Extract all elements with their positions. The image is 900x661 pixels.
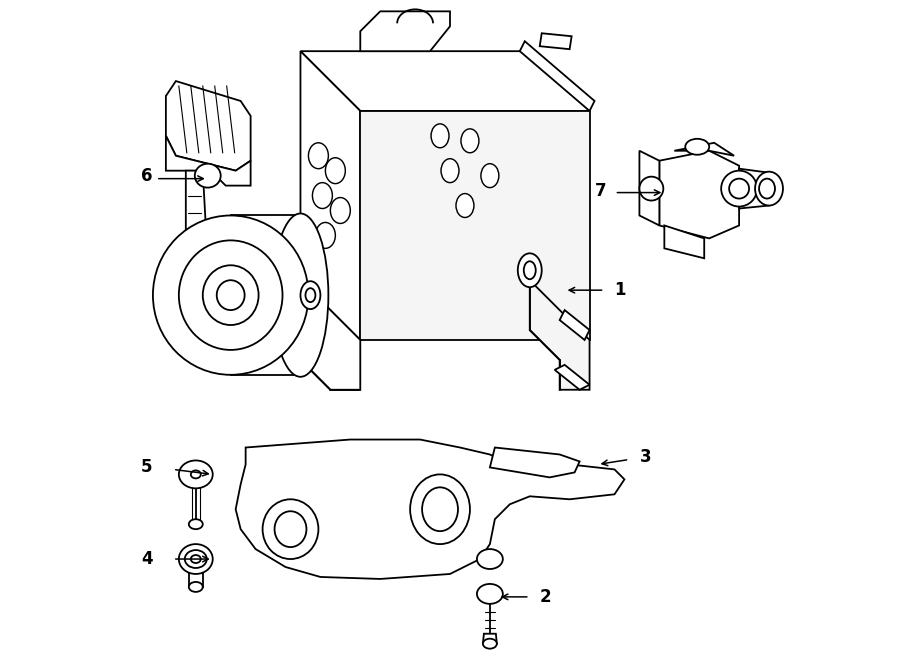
Ellipse shape [422, 487, 458, 531]
Text: 2: 2 [540, 588, 552, 606]
Polygon shape [660, 151, 739, 239]
Ellipse shape [729, 178, 749, 198]
Ellipse shape [191, 471, 201, 479]
Ellipse shape [326, 158, 346, 184]
Text: 5: 5 [141, 459, 152, 477]
Polygon shape [360, 11, 450, 51]
Ellipse shape [518, 253, 542, 287]
Ellipse shape [184, 550, 207, 568]
Ellipse shape [301, 281, 320, 309]
Ellipse shape [755, 172, 783, 206]
Ellipse shape [153, 215, 309, 375]
Ellipse shape [330, 198, 350, 223]
Polygon shape [639, 151, 660, 225]
Ellipse shape [273, 214, 328, 377]
Polygon shape [540, 33, 572, 49]
Polygon shape [554, 365, 590, 390]
Text: 4: 4 [141, 550, 153, 568]
Polygon shape [166, 81, 250, 171]
Ellipse shape [639, 176, 663, 200]
Ellipse shape [217, 280, 245, 310]
Ellipse shape [759, 178, 775, 198]
Ellipse shape [312, 182, 332, 208]
Ellipse shape [305, 288, 315, 302]
Ellipse shape [721, 171, 757, 206]
Ellipse shape [179, 461, 212, 488]
Polygon shape [185, 171, 236, 285]
Ellipse shape [189, 519, 202, 529]
Text: 3: 3 [639, 448, 651, 467]
Polygon shape [520, 41, 595, 111]
Polygon shape [530, 280, 590, 390]
Ellipse shape [202, 265, 258, 325]
Ellipse shape [483, 639, 497, 648]
Ellipse shape [524, 261, 536, 279]
Text: 7: 7 [595, 182, 607, 200]
Polygon shape [166, 136, 250, 186]
Ellipse shape [315, 223, 336, 249]
Polygon shape [360, 111, 590, 340]
Ellipse shape [477, 584, 503, 604]
Ellipse shape [461, 129, 479, 153]
Ellipse shape [274, 511, 306, 547]
Ellipse shape [481, 164, 499, 188]
Polygon shape [230, 215, 301, 375]
Ellipse shape [685, 139, 709, 155]
Polygon shape [490, 447, 580, 477]
Ellipse shape [431, 124, 449, 148]
Polygon shape [560, 310, 590, 340]
Polygon shape [483, 634, 497, 644]
Polygon shape [236, 440, 625, 579]
Polygon shape [226, 235, 250, 260]
Polygon shape [301, 280, 360, 390]
Text: 6: 6 [141, 167, 152, 184]
Ellipse shape [410, 475, 470, 544]
Polygon shape [301, 51, 590, 111]
Polygon shape [301, 51, 360, 340]
Polygon shape [189, 573, 202, 587]
Ellipse shape [194, 164, 220, 188]
Polygon shape [674, 143, 734, 156]
Polygon shape [739, 169, 769, 208]
Ellipse shape [263, 499, 319, 559]
Text: 1: 1 [615, 281, 626, 299]
Ellipse shape [191, 555, 201, 563]
Ellipse shape [179, 544, 212, 574]
Ellipse shape [477, 549, 503, 569]
Ellipse shape [189, 582, 202, 592]
Ellipse shape [309, 143, 328, 169]
Ellipse shape [441, 159, 459, 182]
Ellipse shape [456, 194, 474, 217]
Ellipse shape [179, 241, 283, 350]
Polygon shape [664, 225, 704, 258]
